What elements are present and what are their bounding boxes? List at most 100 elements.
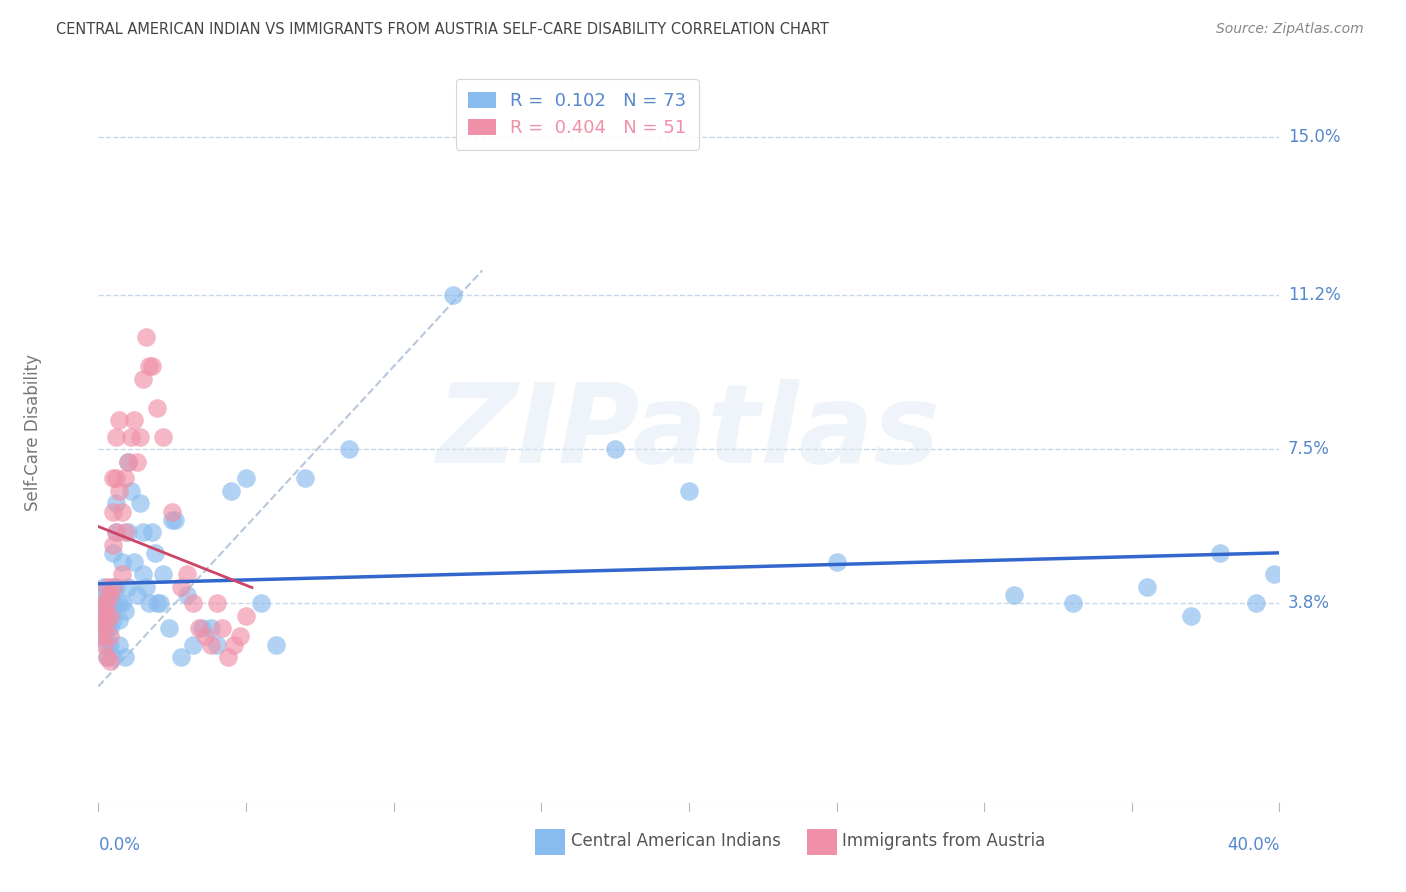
Point [105,496,128,510]
Text: 40.0%: 40.0% [1227,836,1279,855]
Point [135,580,157,594]
Text: Central American Indians: Central American Indians [571,832,780,850]
Point [181,638,204,652]
Point [93,621,115,635]
Point [605,442,627,457]
Point [149,596,172,610]
Point [294,471,316,485]
Point [93,638,115,652]
Point [114,525,136,540]
Point [122,555,145,569]
Point [221,483,243,498]
Point [108,613,131,627]
Point [1209,546,1232,560]
Point [141,359,163,373]
Point [90,605,112,619]
Point [98,638,121,652]
Bar [807,829,837,855]
Point [108,638,131,652]
Point [96,580,118,594]
Point [170,650,193,665]
Point [211,621,233,635]
Point [229,629,252,643]
Point [825,555,848,569]
Point [98,588,121,602]
Point [98,654,121,668]
Point [111,505,134,519]
Point [103,580,125,594]
Point [93,596,115,610]
Point [90,629,112,643]
Point [157,621,180,635]
Point [235,471,257,485]
Point [96,608,118,623]
Point [200,621,222,635]
Point [120,483,142,498]
Point [96,596,118,610]
Point [170,580,193,594]
Point [205,596,228,610]
Point [103,546,125,560]
Point [125,588,148,602]
Point [93,629,115,643]
Point [128,496,150,510]
Point [217,650,239,665]
Point [200,638,222,652]
Point [194,629,217,643]
Point [96,613,118,627]
Point [191,621,214,635]
Point [146,401,169,415]
Point [165,513,187,527]
Point [108,596,131,610]
Point [132,525,155,540]
Point [339,442,361,457]
Text: 11.2%: 11.2% [1288,286,1340,304]
Point [96,650,118,665]
Point [114,605,136,619]
Point [98,605,121,619]
Point [125,455,148,469]
Point [224,638,246,652]
Point [1062,596,1084,610]
Point [146,596,169,610]
Point [98,621,121,635]
Point [98,608,121,623]
Point [96,621,118,635]
Point [98,629,121,643]
Point [111,596,134,610]
Point [152,567,174,582]
Point [132,567,155,582]
Bar [536,829,565,855]
Point [264,638,287,652]
Point [162,513,183,527]
Point [1180,608,1202,623]
Text: CENTRAL AMERICAN INDIAN VS IMMIGRANTS FROM AUSTRIA SELF-CARE DISABILITY CORRELAT: CENTRAL AMERICAN INDIAN VS IMMIGRANTS FR… [56,22,830,37]
Point [90,613,112,627]
Point [678,483,700,498]
Point [98,588,121,602]
Text: 0.0%: 0.0% [98,836,141,855]
Point [120,430,142,444]
Point [138,359,160,373]
Point [96,650,118,665]
Point [1263,567,1285,582]
Point [90,621,112,635]
Point [93,613,115,627]
Point [152,430,174,444]
Point [141,525,163,540]
Point [205,638,228,652]
Point [187,621,209,635]
Point [105,525,128,540]
Point [114,471,136,485]
Point [122,413,145,427]
Point [108,413,131,427]
Point [162,505,183,519]
Point [103,580,125,594]
Point [135,330,157,344]
Point [117,455,139,469]
Point [103,613,125,627]
Point [132,371,155,385]
Point [111,567,134,582]
Point [128,430,150,444]
Text: 3.8%: 3.8% [1288,594,1330,612]
